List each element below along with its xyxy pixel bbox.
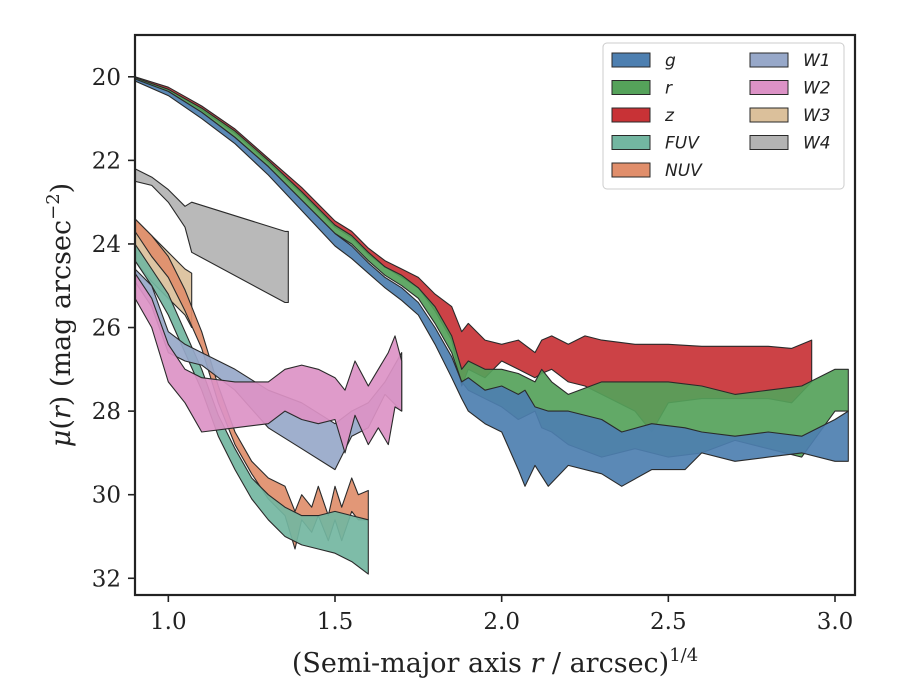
legend-item-w3: W3 <box>749 106 831 126</box>
y-tick-label: 28 <box>92 399 121 425</box>
band-w2 <box>135 272 403 454</box>
legend-swatch <box>749 52 789 68</box>
legend: grz FUV NUV W1 W2 W3 W4 <box>602 42 845 190</box>
legend-swatch <box>749 80 789 95</box>
x-tick-label: 1.5 <box>317 609 354 635</box>
legend-item-w2: W2 <box>749 79 831 99</box>
legend-item-w4: W4 <box>749 134 831 154</box>
y-tick-label: 24 <box>92 232 121 258</box>
y-tick-label: 20 <box>92 65 121 91</box>
legend-label: W3 <box>803 106 831 126</box>
legend-label: FUV <box>665 134 700 154</box>
legend-swatch <box>611 135 651 150</box>
legend-label: W4 <box>803 134 831 154</box>
legend-item-g: g <box>611 51 676 71</box>
legend-item-w1: W1 <box>749 51 831 71</box>
x-tick-label: 2.0 <box>483 609 520 635</box>
band-w4 <box>135 168 289 304</box>
legend-item-r: r <box>611 79 673 99</box>
legend-swatch <box>749 135 789 150</box>
legend-item-nuv: NUV <box>611 161 703 181</box>
axes-frame <box>133 33 857 597</box>
legend-box <box>602 42 845 190</box>
legend-label: W1 <box>803 51 831 71</box>
y-tick-label: 26 <box>92 316 121 342</box>
legend-label: r <box>665 79 673 99</box>
legend-label: NUV <box>665 161 703 181</box>
plot-area <box>135 76 849 575</box>
legend-label: z <box>664 106 675 126</box>
band-g <box>135 78 849 487</box>
legend-swatch <box>749 107 789 123</box>
y-tick-label: 32 <box>92 566 121 592</box>
legend-label: g <box>665 51 676 71</box>
x-tick-label: 3.0 <box>817 609 854 635</box>
x-tick-label: 2.5 <box>650 609 687 635</box>
legend-swatch <box>611 107 651 123</box>
x-tick-label: 1.0 <box>150 609 187 635</box>
legend-item-fuv: FUV <box>611 134 700 154</box>
legend-swatch <box>611 52 651 68</box>
y-tick-label: 30 <box>92 483 121 509</box>
legend-item-z: z <box>611 106 675 126</box>
legend-swatch <box>611 162 651 178</box>
legend-label: W2 <box>803 79 831 99</box>
x-axis-label: (Semi-major axis r / arcsec)1/4 <box>292 645 698 679</box>
y-axis-label: μ(r) (mag arcsec−2) <box>43 183 77 447</box>
axis-ticks: 1.0 1.5 2.0 2.5 3.0 20 22 24 26 28 30 32 <box>92 65 854 635</box>
legend-swatch <box>611 80 651 95</box>
y-tick-label: 22 <box>92 148 121 174</box>
